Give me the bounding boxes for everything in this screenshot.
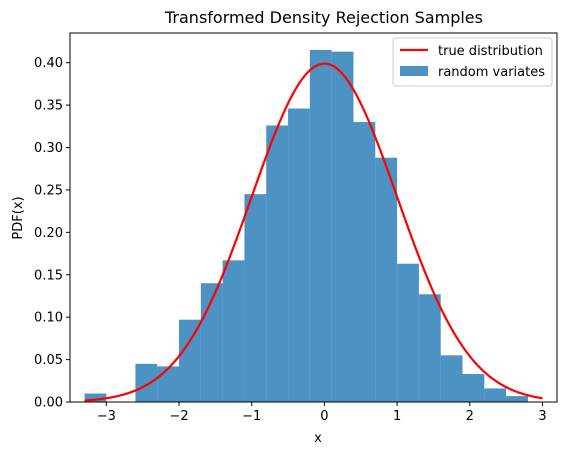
histogram-bar xyxy=(440,355,463,402)
histogram-bar xyxy=(135,363,158,402)
histogram-bar xyxy=(506,396,528,402)
x-tick-label: 3 xyxy=(538,409,546,424)
histogram-bar xyxy=(84,393,107,402)
x-tick-label: −1 xyxy=(242,409,261,424)
y-tick-label: 0.15 xyxy=(34,268,63,283)
histogram-bar xyxy=(288,108,310,402)
y-tick-label: 0.10 xyxy=(34,311,63,326)
y-tick-label: 0.30 xyxy=(34,141,63,156)
histogram-bar xyxy=(418,294,441,402)
histogram-bar xyxy=(353,122,376,402)
x-tick-label: 0 xyxy=(320,409,328,424)
plot-area xyxy=(84,49,543,403)
histogram-bar xyxy=(222,260,245,402)
x-tick-label: 1 xyxy=(393,409,401,424)
y-axis-label: PDF(x) xyxy=(11,196,26,239)
histogram-bar xyxy=(484,388,507,402)
x-tick-label: −2 xyxy=(169,409,188,424)
x-tick-label: 2 xyxy=(466,409,474,424)
histogram-bar xyxy=(309,49,332,402)
y-tick-label: 0.35 xyxy=(34,99,63,114)
y-tick-label: 0.05 xyxy=(34,353,63,368)
legend-label-true-distribution: true distribution xyxy=(438,44,543,59)
y-tick-label: 0.25 xyxy=(34,183,63,198)
y-tick-label: 0.20 xyxy=(34,226,63,241)
legend-box xyxy=(392,37,553,87)
legend-bar-swatch xyxy=(400,66,428,76)
histogram-bar xyxy=(244,194,267,402)
legend: true distribution random variates xyxy=(392,37,553,87)
histogram-bar xyxy=(266,125,289,403)
y-tick-label: 0.00 xyxy=(34,396,63,411)
y-tick-label: 0.40 xyxy=(34,56,63,71)
true-distribution-line xyxy=(84,62,543,402)
histogram-bar xyxy=(179,319,201,402)
axes-frame xyxy=(69,32,558,403)
histogram-bar xyxy=(331,51,354,402)
chart-title: Transformed Density Rejection Samples xyxy=(164,8,483,27)
histogram-bar xyxy=(157,366,180,402)
histogram-bar xyxy=(462,374,485,402)
histogram-bar xyxy=(397,263,419,402)
axes: −3 −2 −1 0 1 2 3 0.00 0.05 0.10 0.15 0.20 0.25 0.30 0.… xyxy=(34,32,558,424)
legend-label-random-variates: random variates xyxy=(438,65,545,80)
histogram-bar xyxy=(375,157,398,402)
x-axis-label: x xyxy=(314,431,322,446)
x-tick-label: −3 xyxy=(97,409,116,424)
